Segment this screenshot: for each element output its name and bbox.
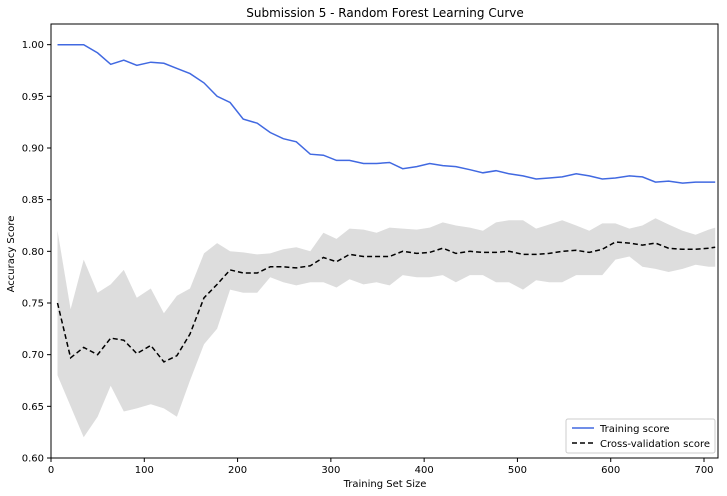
x-axis-label: Training Set Size — [343, 479, 427, 490]
y-tick-label: 0.75 — [22, 299, 44, 310]
y-tick-label: 0.85 — [22, 195, 44, 206]
y-tick-label: 0.80 — [22, 247, 44, 258]
x-tick-label: 0 — [48, 465, 54, 476]
x-tick-label: 600 — [601, 465, 620, 476]
legend-label-cross-validation: Cross-validation score — [600, 439, 710, 450]
x-tick-label: 100 — [135, 465, 154, 476]
y-axis-label: Accuracy Score — [6, 216, 17, 293]
plot-frame — [50, 23, 719, 459]
y-tick-label: 0.90 — [22, 144, 44, 155]
y-tick-label: 0.95 — [22, 92, 44, 103]
x-tick-label: 300 — [321, 465, 340, 476]
chart-title: Submission 5 - Random Forest Learning Cu… — [246, 6, 524, 20]
y-tick-label: 0.60 — [22, 454, 44, 465]
cv-score-band — [57, 218, 716, 438]
x-tick-label: 700 — [694, 465, 713, 476]
x-tick-label: 400 — [415, 465, 434, 476]
y-tick-label: 1.00 — [22, 40, 44, 51]
legend: Training score Cross-validation score — [565, 418, 716, 454]
cross-validation-score-line — [56, 241, 716, 363]
x-tick-label: 200 — [228, 465, 247, 476]
x-tick-label: 500 — [508, 465, 527, 476]
plot-area: 0 100 200 300 400 500 600 700 0.60 0.65 0.70 0.75 0.… — [22, 23, 719, 476]
y-tick-label: 0.65 — [22, 402, 44, 413]
y-tick-label: 0.70 — [22, 350, 44, 361]
legend-label-training: Training score — [599, 424, 670, 435]
legend-box — [565, 418, 716, 454]
training-score-line — [57, 43, 716, 184]
